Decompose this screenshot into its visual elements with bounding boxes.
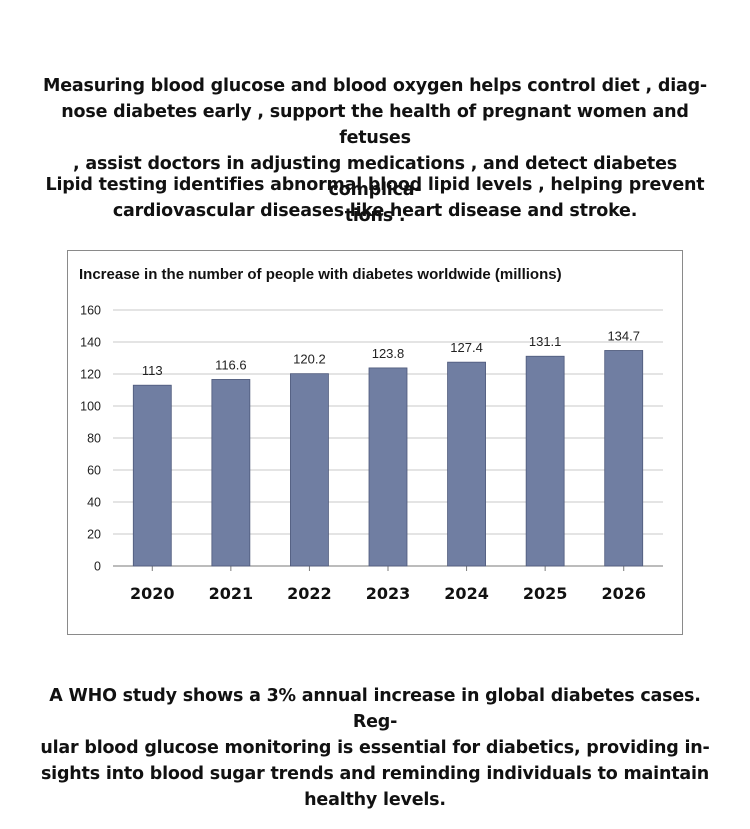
y-tick-label: 140 (80, 336, 101, 350)
x-tick-label-2024: 2024 (444, 584, 489, 603)
x-tick-label-2021: 2021 (209, 584, 254, 603)
x-tick-label-2026: 2026 (601, 584, 646, 603)
data-label-2024: 127.4 (450, 340, 483, 355)
intro-line: Lipid testing identifies abnormal blood … (45, 175, 705, 195)
bar-2023 (368, 367, 408, 567)
y-tick-label: 100 (80, 400, 101, 414)
bar-2025 (525, 355, 565, 567)
bar-2020 (132, 384, 172, 567)
intro-paragraph-lipid: Lipid testing identifies abnormal blood … (40, 172, 710, 224)
outro-line: sights into blood sugar trends and remin… (40, 764, 710, 784)
outro-paragraph-who-study: A WHO study shows a 3% annual increase i… (40, 683, 710, 813)
intro-line: cardiovascular diseases like heart disea… (112, 201, 638, 221)
y-tick-label: 160 (80, 304, 101, 318)
data-label-2026: 134.7 (607, 328, 640, 343)
intro-line: , assist doctors in adjusting medication… (73, 154, 677, 200)
y-tick-label: 60 (87, 464, 101, 478)
bar-2022 (290, 373, 329, 567)
outro-line: A WHO study shows a 3% annual increase i… (49, 686, 701, 732)
intro-line: Measuring blood glucose and blood oxygen… (42, 76, 707, 96)
bar-2021 (211, 379, 251, 567)
y-tick-label: 0 (94, 560, 101, 574)
intro-line: tions . (344, 206, 406, 226)
data-label-2021: 116.6 (215, 357, 247, 372)
y-tick-label: 20 (87, 528, 101, 542)
x-tick-label-2022: 2022 (287, 584, 332, 603)
diabetes-bar-chart: Increase in the number of people with di… (79, 266, 663, 603)
data-label-2022: 120.2 (293, 352, 326, 367)
bar-2024 (447, 361, 486, 567)
outro-line: healthy levels. (304, 790, 446, 810)
y-tick-label: 80 (87, 432, 101, 446)
y-tick-label: 40 (87, 496, 101, 510)
data-label-2025: 131.1 (529, 334, 562, 349)
y-tick-label: 120 (80, 368, 101, 382)
data-label-2023: 123.8 (372, 346, 405, 361)
outro-line: ular blood glucose monitoring is essenti… (40, 738, 710, 758)
intro-paragraph-measuring: Measuring blood glucose and blood oxygen… (40, 73, 710, 229)
chart-container: Increase in the number of people with di… (67, 250, 683, 635)
x-tick-label-2025: 2025 (523, 584, 568, 603)
x-tick-label-2023: 2023 (366, 584, 411, 603)
data-label-2020: 113 (142, 363, 163, 378)
intro-line: nose diabetes early , support the health… (61, 102, 689, 148)
bar-2026 (604, 350, 644, 567)
x-tick-label-2020: 2020 (130, 584, 175, 603)
chart-title: Increase in the number of people with di… (79, 266, 562, 283)
